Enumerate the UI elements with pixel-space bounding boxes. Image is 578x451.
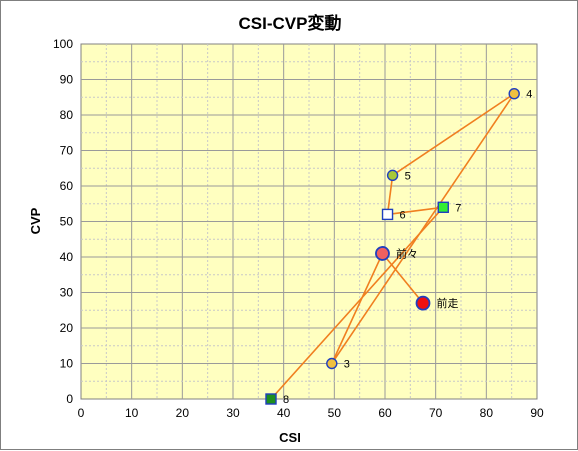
point-label: 4 — [526, 89, 532, 101]
x-tick-label: 70 — [429, 406, 443, 420]
connection-line — [381, 252, 424, 304]
y-tick-label: 70 — [60, 144, 74, 158]
x-tick-label: 90 — [530, 406, 544, 420]
y-tick-label: 0 — [66, 392, 73, 406]
data-point-circle-large — [375, 246, 390, 261]
y-tick-label: 50 — [60, 215, 74, 229]
data-point-square — [265, 393, 277, 405]
y-tick-label: 90 — [60, 73, 74, 87]
connection-line — [387, 206, 444, 216]
connection-line — [331, 93, 515, 364]
connection-line — [386, 175, 394, 215]
point-label: 前々 — [396, 246, 418, 260]
y-tick-label: 60 — [60, 179, 74, 193]
point-label: 6 — [400, 209, 406, 221]
data-point-circle — [386, 169, 399, 182]
y-tick-label: 20 — [60, 321, 74, 335]
x-tick-label: 60 — [378, 406, 392, 420]
x-tick-label: 50 — [328, 406, 342, 420]
y-axis-label: CVP — [28, 207, 43, 234]
x-tick-label: 10 — [125, 406, 139, 420]
connection-line — [270, 206, 444, 400]
x-tick-label: 20 — [176, 406, 190, 420]
y-tick-label: 100 — [53, 37, 73, 51]
connection-lines — [270, 93, 515, 400]
data-point-circle — [326, 357, 338, 370]
x-tick-label: 40 — [277, 406, 291, 420]
y-tick-labels: 0 10 20 30 40 50 60 70 80 90 100 — [53, 37, 73, 406]
point-label: 前走 — [437, 296, 459, 310]
x-tick-label: 80 — [480, 406, 494, 420]
data-point-square — [437, 201, 449, 214]
y-tick-label: 80 — [60, 108, 74, 122]
x-tick-label: 30 — [226, 406, 240, 420]
y-tick-label: 10 — [60, 357, 74, 371]
y-tick-label: 30 — [60, 286, 74, 300]
data-point-circle-large — [415, 295, 431, 311]
x-axis-label: CSI — [279, 430, 301, 445]
point-label: 8 — [283, 394, 289, 406]
x-tick-labels: 0 10 20 30 40 50 60 70 80 90 — [78, 406, 544, 420]
connection-line — [331, 253, 384, 364]
connection-line — [392, 93, 515, 177]
point-label: 3 — [344, 359, 350, 371]
point-label: 7 — [455, 202, 461, 214]
data-points — [265, 87, 520, 405]
grid-lines — [81, 44, 537, 399]
y-tick-label: 40 — [60, 250, 74, 264]
x-tick-label: 0 — [78, 406, 85, 420]
chart-title: CSI-CVP変動 — [239, 13, 342, 33]
data-point-square — [381, 208, 394, 221]
point-label: 5 — [405, 170, 411, 182]
data-point-circle — [508, 87, 520, 100]
